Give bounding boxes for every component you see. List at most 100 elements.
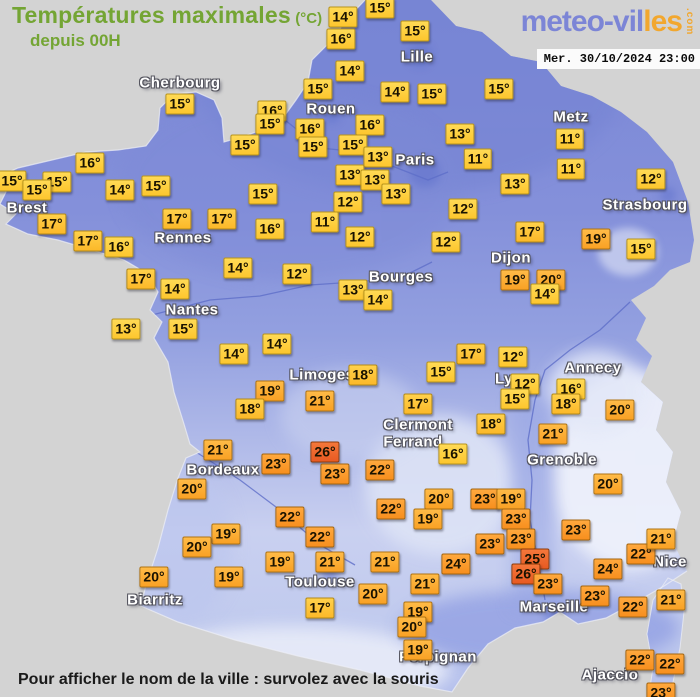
- temp-badge[interactable]: 15°: [400, 20, 430, 42]
- temp-badge[interactable]: 22°: [305, 526, 335, 548]
- temp-badge[interactable]: 13°: [363, 146, 393, 168]
- temp-badge[interactable]: 17°: [207, 208, 237, 230]
- temp-badge[interactable]: 20°: [358, 583, 388, 605]
- temp-badge[interactable]: 12°: [448, 198, 478, 220]
- temp-badge[interactable]: 13°: [445, 123, 475, 145]
- temp-badge[interactable]: 22°: [655, 653, 685, 675]
- temp-badge[interactable]: 14°: [105, 179, 135, 201]
- temp-badge[interactable]: 19°: [211, 523, 241, 545]
- temp-badge[interactable]: 14°: [363, 289, 393, 311]
- temp-badge[interactable]: 18°: [551, 393, 581, 415]
- temp-badge[interactable]: 22°: [618, 596, 648, 618]
- temp-badge[interactable]: 21°: [370, 551, 400, 573]
- temp-badge[interactable]: 19°: [403, 639, 433, 661]
- temp-badge[interactable]: 12°: [333, 191, 363, 213]
- temp-badge[interactable]: 19°: [413, 508, 443, 530]
- temp-badge[interactable]: 15°: [248, 183, 278, 205]
- temp-badge[interactable]: 22°: [376, 498, 406, 520]
- temp-badge[interactable]: 20°: [605, 399, 635, 421]
- temp-badge[interactable]: 15°: [338, 134, 368, 156]
- temp-badge[interactable]: 17°: [126, 268, 156, 290]
- temp-badge[interactable]: 15°: [626, 238, 656, 260]
- temp-badge[interactable]: 17°: [37, 213, 67, 235]
- temp-badge[interactable]: 17°: [73, 230, 103, 252]
- temp-badge[interactable]: 15°: [22, 179, 52, 201]
- temp-badge[interactable]: 18°: [235, 398, 265, 420]
- temp-badge[interactable]: 15°: [484, 78, 514, 100]
- temp-badge[interactable]: 16°: [326, 28, 356, 50]
- temp-badge[interactable]: 13°: [338, 279, 368, 301]
- temp-badge[interactable]: 12°: [498, 346, 528, 368]
- temp-badge[interactable]: 19°: [255, 380, 285, 402]
- temp-badge[interactable]: 15°: [365, 0, 395, 19]
- temp-badge[interactable]: 19°: [496, 488, 526, 510]
- temp-badge[interactable]: 19°: [500, 269, 530, 291]
- temp-badge[interactable]: 24°: [593, 558, 623, 580]
- temp-badge[interactable]: 17°: [305, 597, 335, 619]
- temp-badge[interactable]: 13°: [500, 173, 530, 195]
- temp-badge[interactable]: 12°: [431, 231, 461, 253]
- temp-badge[interactable]: 23°: [475, 533, 505, 555]
- temp-badge[interactable]: 21°: [410, 573, 440, 595]
- temp-badge[interactable]: 14°: [262, 333, 292, 355]
- temp-badge[interactable]: 15°: [230, 134, 260, 156]
- temp-badge[interactable]: 23°: [501, 508, 531, 530]
- temp-badge[interactable]: 11°: [555, 128, 585, 150]
- temp-badge[interactable]: 23°: [561, 519, 591, 541]
- meteo-villes-logo[interactable]: meteo-vil les .com: [521, 5, 695, 39]
- temp-badge[interactable]: 14°: [219, 343, 249, 365]
- temp-badge[interactable]: 21°: [538, 423, 568, 445]
- temp-badge[interactable]: 17°: [456, 343, 486, 365]
- temp-badge[interactable]: 21°: [203, 439, 233, 461]
- temp-badge[interactable]: 11°: [310, 211, 340, 233]
- temp-badge[interactable]: 14°: [160, 278, 190, 300]
- temp-badge[interactable]: 16°: [75, 152, 105, 174]
- temp-badge[interactable]: 26°: [511, 563, 541, 585]
- temp-badge[interactable]: 11°: [463, 148, 493, 170]
- temp-badge[interactable]: 17°: [403, 393, 433, 415]
- temp-badge[interactable]: 15°: [500, 388, 530, 410]
- temp-badge[interactable]: 15°: [255, 113, 285, 135]
- temp-badge[interactable]: 15°: [303, 78, 333, 100]
- temp-badge[interactable]: 20°: [424, 488, 454, 510]
- temp-badge[interactable]: 14°: [530, 283, 560, 305]
- temp-badge[interactable]: 22°: [275, 506, 305, 528]
- temp-badge[interactable]: 23°: [470, 488, 500, 510]
- temp-badge[interactable]: 13°: [335, 164, 365, 186]
- temp-badge[interactable]: 22°: [365, 459, 395, 481]
- temp-badge[interactable]: 16°: [104, 236, 134, 258]
- temp-badge[interactable]: 19°: [581, 228, 611, 250]
- temp-badge[interactable]: 15°: [168, 318, 198, 340]
- temp-badge[interactable]: 17°: [515, 221, 545, 243]
- temp-badge[interactable]: 15°: [141, 175, 171, 197]
- temp-badge[interactable]: 23°: [506, 528, 536, 550]
- temp-badge[interactable]: 20°: [177, 478, 207, 500]
- temp-badge[interactable]: 11°: [556, 158, 586, 180]
- temp-badge[interactable]: 22°: [625, 649, 655, 671]
- temp-badge[interactable]: 14°: [223, 257, 253, 279]
- temp-badge[interactable]: 13°: [111, 318, 141, 340]
- temp-badge[interactable]: 12°: [636, 168, 666, 190]
- temp-badge[interactable]: 16°: [355, 114, 385, 136]
- temp-badge[interactable]: 18°: [476, 413, 506, 435]
- temp-badge[interactable]: 15°: [165, 93, 195, 115]
- temp-badge[interactable]: 21°: [305, 390, 335, 412]
- temp-badge[interactable]: 23°: [646, 682, 676, 700]
- temp-badge[interactable]: 23°: [580, 585, 610, 607]
- temp-badge[interactable]: 14°: [335, 60, 365, 82]
- temp-badge[interactable]: 21°: [656, 589, 686, 611]
- temp-badge[interactable]: 15°: [298, 136, 328, 158]
- temp-badge[interactable]: 16°: [255, 218, 285, 240]
- temp-badge[interactable]: 24°: [441, 553, 471, 575]
- temp-badge[interactable]: 15°: [426, 361, 456, 383]
- temp-badge[interactable]: 14°: [328, 6, 358, 28]
- temp-badge[interactable]: 15°: [417, 83, 447, 105]
- temp-badge[interactable]: 20°: [593, 473, 623, 495]
- temp-badge[interactable]: 20°: [397, 616, 427, 638]
- temp-badge[interactable]: 17°: [162, 208, 192, 230]
- temp-badge[interactable]: 12°: [345, 226, 375, 248]
- temp-badge[interactable]: 21°: [315, 551, 345, 573]
- temp-badge[interactable]: 26°: [310, 441, 340, 463]
- temp-badge[interactable]: 19°: [214, 566, 244, 588]
- temp-badge[interactable]: 20°: [182, 536, 212, 558]
